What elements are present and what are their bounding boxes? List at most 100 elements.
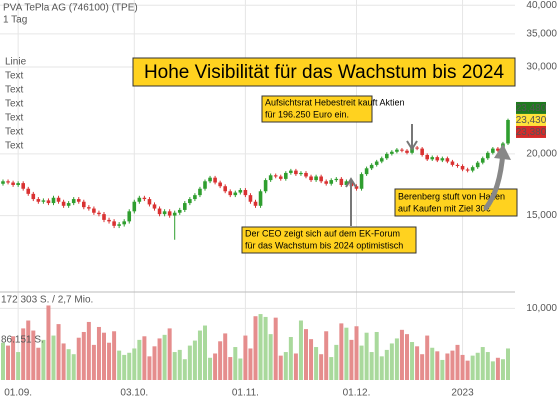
candle-body	[430, 157, 435, 160]
volume-bar	[389, 343, 394, 380]
candle-body	[56, 197, 61, 202]
volume-bar	[51, 335, 56, 380]
volume-bar	[258, 314, 263, 380]
candle-body	[496, 148, 500, 151]
volume-bar	[228, 357, 233, 380]
candle-body	[314, 176, 318, 181]
candle-body	[354, 186, 359, 189]
volume-bar	[364, 332, 369, 380]
candle-body	[117, 224, 121, 226]
volume-bar	[177, 349, 182, 380]
volume-bar	[218, 341, 223, 380]
candle-body	[203, 181, 207, 189]
volume-bar	[495, 357, 500, 380]
annotation-text: Hohe Visibilität für das Wachstum bis 20…	[144, 62, 505, 83]
volume-bar	[192, 340, 197, 380]
price-box	[516, 125, 546, 138]
volume-bar	[91, 344, 96, 380]
candle-body	[455, 164, 460, 167]
candle-body	[294, 170, 298, 175]
volume-label: 172 303 S. / 2,7 Mio.	[1, 295, 93, 306]
volume-bar	[309, 339, 314, 380]
volume-bar	[223, 333, 228, 380]
legend-item: Linie	[5, 57, 27, 68]
volume-bar	[142, 336, 147, 380]
volume-bar	[107, 342, 112, 380]
volume-bar	[162, 334, 167, 380]
volume-bar	[96, 326, 101, 380]
volume-bar	[127, 352, 132, 380]
volume-bar	[506, 348, 510, 380]
candle-body	[198, 188, 202, 196]
candle-body	[268, 175, 273, 181]
volume-bar	[319, 354, 324, 380]
volume-bar	[213, 353, 218, 380]
x-tick-label: 01.12.	[343, 388, 371, 399]
volume-bar	[253, 316, 258, 380]
volume-bar	[470, 355, 475, 380]
volume-bar	[435, 351, 440, 380]
candle-body	[420, 148, 424, 155]
candle-body	[152, 204, 157, 209]
volume-bar	[490, 361, 495, 380]
volume-bar	[81, 331, 86, 380]
volume-bar	[263, 316, 268, 380]
volume-bar	[324, 331, 329, 380]
volume-bar	[76, 337, 81, 380]
candle-body	[475, 162, 480, 168]
candle-body	[440, 158, 445, 161]
volume-bar	[430, 347, 435, 380]
price-box-label: 23,380	[516, 127, 547, 138]
chart-title: PVA TePla AG (746100) (TPE)	[3, 3, 138, 14]
candle-body	[491, 148, 495, 153]
candle-body	[233, 192, 238, 196]
volume-bar	[349, 339, 354, 380]
volume-bar	[238, 358, 243, 380]
y-tick-label: 40,000	[526, 0, 557, 11]
volume-bar	[26, 320, 31, 380]
volume-bar	[117, 350, 122, 380]
candle-body	[188, 199, 192, 204]
volume-bar	[112, 331, 117, 380]
volume-bar	[137, 339, 142, 380]
volume-bar	[147, 356, 152, 380]
candle-body	[127, 211, 132, 222]
candle-body	[193, 195, 197, 200]
price-box-label: 23,480	[516, 103, 547, 114]
candle-body	[415, 147, 419, 149]
candle-body	[425, 154, 429, 160]
x-tick-label: 2023	[451, 388, 474, 399]
volume-bar	[354, 326, 359, 380]
candle-body	[299, 172, 303, 175]
volume-bar	[122, 354, 127, 380]
candle-body	[379, 158, 384, 162]
candle-body	[284, 172, 288, 179]
price-box	[516, 113, 546, 126]
candle-body	[177, 209, 182, 213]
volume-bar	[233, 347, 238, 380]
candle-body	[112, 221, 116, 226]
price-box-label: 23,430	[516, 115, 547, 126]
volume-tick-label: 10,000	[526, 303, 557, 314]
volume-bar	[66, 349, 71, 380]
volume-bar	[132, 348, 137, 380]
volume-bar	[304, 329, 308, 380]
candle-body	[480, 158, 485, 163]
volume-bar	[480, 347, 485, 380]
candle-body	[71, 199, 76, 204]
candle-body	[506, 119, 510, 144]
volume-bar	[485, 352, 490, 380]
y-tick-label: 30,000	[526, 62, 557, 73]
candle-body	[324, 181, 328, 184]
volume-bar	[334, 344, 339, 380]
volume-bar	[243, 335, 248, 380]
candle-body	[400, 149, 404, 151]
volume-bar	[399, 329, 404, 380]
candle-body	[445, 158, 450, 162]
candle-body	[395, 149, 399, 152]
volume-bar	[36, 347, 41, 380]
annotation-box	[261, 95, 373, 123]
volume-label: 86.151 S.	[1, 335, 44, 346]
candle-body	[76, 199, 81, 202]
